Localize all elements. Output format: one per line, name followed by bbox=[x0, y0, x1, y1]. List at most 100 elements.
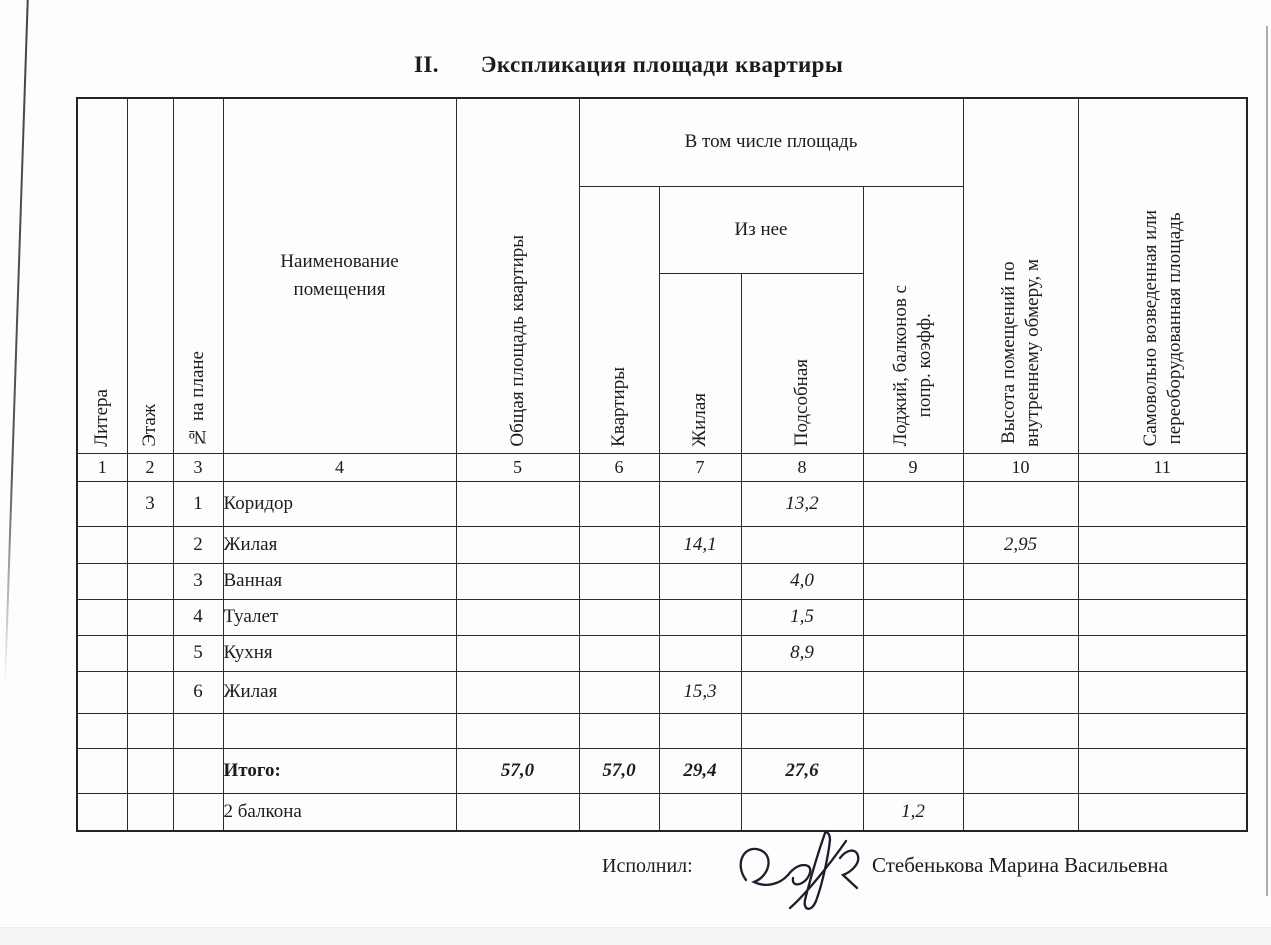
cell-plan-number bbox=[172, 712, 224, 749]
cell-ceiling-height bbox=[962, 712, 1079, 749]
cell-total-area bbox=[455, 598, 580, 636]
col-header-litera-label: Литера bbox=[91, 388, 113, 447]
col-number: 11 bbox=[1077, 452, 1248, 482]
cell-litera bbox=[76, 480, 128, 527]
cell-litera bbox=[76, 712, 128, 749]
col-header-loggia-balcony: Лоджий, балконов с попр. коэфф. bbox=[862, 185, 964, 454]
col-header-total-area: Общая площадь квартиры bbox=[455, 97, 580, 454]
cell-auxiliary-area: 4,0 bbox=[740, 562, 864, 600]
table-row: 2 балкона 1,2 bbox=[76, 792, 1248, 832]
cell-room-name: Ванная bbox=[222, 562, 457, 600]
cell-living-area bbox=[658, 598, 742, 636]
cell-auxiliary-area: 8,9 bbox=[740, 634, 864, 672]
cell-total-area bbox=[455, 712, 580, 749]
cell-apartment-area bbox=[578, 670, 660, 714]
cell-loggia-balcony bbox=[862, 480, 964, 527]
cell-auxiliary-area bbox=[740, 670, 864, 714]
cell-ceiling-height bbox=[962, 598, 1079, 636]
table-row: 3 1 Коридор 13,2 bbox=[76, 480, 1248, 527]
cell-unauthorized-area bbox=[1077, 634, 1248, 672]
cell-litera bbox=[76, 747, 128, 794]
col-header-plan-number-label: № на плане bbox=[187, 350, 209, 447]
cell-ceiling-height bbox=[962, 562, 1079, 600]
cell-ceiling-height bbox=[962, 747, 1079, 794]
cell-plan-number: 3 bbox=[172, 562, 224, 600]
cell-unauthorized-area bbox=[1077, 747, 1248, 794]
cell-loggia-balcony bbox=[862, 670, 964, 714]
col-header-plan-number: № на плане bbox=[172, 97, 224, 454]
cell-living-area bbox=[658, 480, 742, 527]
cell-ceiling-height bbox=[962, 480, 1079, 527]
cell-room-name bbox=[222, 712, 457, 749]
col-number: 4 bbox=[222, 452, 457, 482]
cell-litera bbox=[76, 562, 128, 600]
cell-living-area bbox=[658, 562, 742, 600]
col-number: 9 bbox=[862, 452, 964, 482]
table-row: 4 Туалет 1,5 bbox=[76, 598, 1248, 636]
col-header-total-area-label: Общая площадь квартиры bbox=[506, 234, 528, 447]
cell-room-name: Туалет bbox=[222, 598, 457, 636]
cell-etazh bbox=[126, 634, 174, 672]
cell-auxiliary-area bbox=[740, 525, 864, 564]
table-row: 6 Жилая 15,3 bbox=[76, 670, 1248, 714]
cell-loggia-balcony bbox=[862, 562, 964, 600]
col-header-apartment-area-label: Квартиры bbox=[608, 366, 630, 447]
cell-apartment-area: 57,0 bbox=[578, 747, 660, 794]
cell-etazh bbox=[126, 670, 174, 714]
table-row: 3 Ванная 4,0 bbox=[76, 562, 1248, 600]
cell-etazh bbox=[126, 747, 174, 794]
cell-unauthorized-area bbox=[1077, 480, 1248, 527]
cell-loggia-balcony bbox=[862, 598, 964, 636]
cell-total-label: Итого: bbox=[222, 747, 457, 794]
cell-etazh bbox=[126, 792, 174, 832]
cell-auxiliary-area: 13,2 bbox=[740, 480, 864, 527]
col-number: 5 bbox=[455, 452, 580, 482]
cell-litera bbox=[76, 634, 128, 672]
cell-etazh bbox=[126, 562, 174, 600]
cell-ceiling-height bbox=[962, 634, 1079, 672]
scan-page-edge-right bbox=[1266, 26, 1268, 896]
cell-plan-number: 4 bbox=[172, 598, 224, 636]
col-header-etazh: Этаж bbox=[126, 97, 174, 454]
cell-total-area bbox=[455, 634, 580, 672]
cell-room-name: Кухня bbox=[222, 634, 457, 672]
cell-ceiling-height bbox=[962, 670, 1079, 714]
table-row-total: Итого: 57,0 57,0 29,4 27,6 bbox=[76, 747, 1248, 794]
cell-apartment-area bbox=[578, 480, 660, 527]
section-title: Экспликация площади квартиры bbox=[480, 52, 844, 77]
signature-icon bbox=[739, 831, 860, 910]
col-number: 10 bbox=[962, 452, 1079, 482]
cell-apartment-area bbox=[578, 712, 660, 749]
scan-bottom-strip bbox=[0, 927, 1271, 945]
col-header-loggia-balcony-label: Лоджий, балконов с попр. коэфф. bbox=[890, 285, 935, 447]
cell-auxiliary-area bbox=[740, 792, 864, 832]
executor-name: Стебенькова Марина Васильевна bbox=[872, 853, 1168, 877]
table-row: 5 Кухня 8,9 bbox=[76, 634, 1248, 672]
col-number: 2 bbox=[126, 452, 174, 482]
col-header-unauthorized-area-label: Самовольно возведенная или переоборудова… bbox=[1139, 210, 1185, 447]
cell-etazh: 3 bbox=[126, 480, 174, 527]
page-title: II. Экспликация площади квартиры bbox=[414, 52, 843, 78]
cell-room-name: Жилая bbox=[222, 670, 457, 714]
col-header-unauthorized-area: Самовольно возведенная или переоборудова… bbox=[1077, 97, 1248, 454]
col-header-etazh-label: Этаж bbox=[139, 403, 161, 447]
cell-unauthorized-area bbox=[1077, 792, 1248, 832]
cell-total-area bbox=[455, 670, 580, 714]
cell-living-area bbox=[658, 712, 742, 749]
cell-ceiling-height bbox=[962, 792, 1079, 832]
explication-table: Литера Этаж № на плане Наименование поме… bbox=[76, 97, 1249, 832]
cell-room-name: Жилая bbox=[222, 525, 457, 564]
cell-litera bbox=[76, 792, 128, 832]
cell-auxiliary-area: 27,6 bbox=[740, 747, 864, 794]
cell-room-name: Коридор bbox=[222, 480, 457, 527]
col-number: 3 bbox=[172, 452, 224, 482]
group-header-of-which: Из нее bbox=[658, 185, 864, 274]
column-numbers-row: 1 2 3 4 5 6 7 8 9 10 11 bbox=[76, 452, 1248, 482]
col-header-auxiliary-area-label: Подсобная bbox=[791, 359, 813, 447]
cell-plan-number bbox=[172, 792, 224, 832]
col-header-auxiliary-area: Подсобная bbox=[740, 272, 864, 454]
cell-plan-number: 2 bbox=[172, 525, 224, 564]
cell-apartment-area bbox=[578, 634, 660, 672]
col-header-ceiling-height: Высота помещений по внутреннему обмеру, … bbox=[962, 97, 1079, 454]
